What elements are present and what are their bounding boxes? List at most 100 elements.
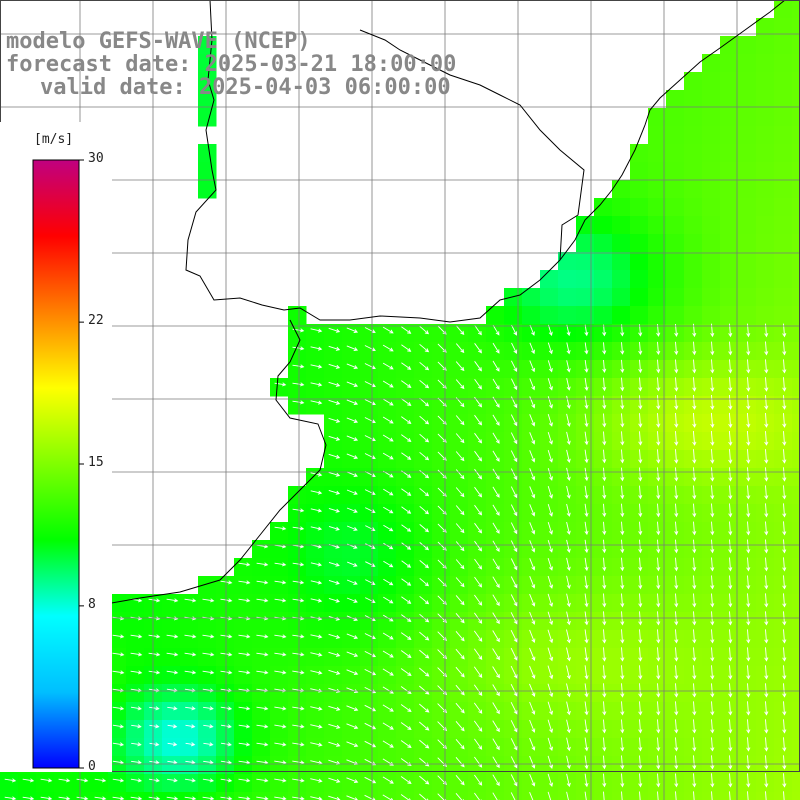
field-cell: [522, 630, 541, 649]
field-cell: [378, 504, 397, 523]
wind-arrow: [620, 629, 625, 644]
wind-arrow: [620, 575, 625, 590]
field-cell: [720, 792, 739, 800]
field-cell: [360, 666, 379, 685]
field-cell: [702, 612, 721, 631]
wind-arrow: [203, 760, 214, 765]
field-cell: [720, 540, 739, 559]
field-cell: [522, 468, 541, 487]
field-cell: [324, 684, 343, 703]
field-cell: [774, 432, 793, 451]
field-cell: [288, 540, 307, 559]
wind-arrow: [382, 776, 394, 784]
field-cell: [774, 648, 793, 667]
wind-arrow: [401, 524, 412, 532]
field-cell: [540, 594, 559, 613]
field-cell: [504, 324, 523, 343]
field-cell: [612, 198, 631, 217]
field-cell: [702, 648, 721, 667]
field-cell: [648, 648, 667, 667]
wind-arrow: [346, 525, 358, 531]
field-cell: [540, 630, 559, 649]
wind-arrow: [401, 326, 412, 334]
field-cell: [666, 162, 685, 181]
field-cell: [576, 720, 595, 739]
field-cell: [18, 792, 37, 800]
title-model: modelo GEFS-WAVE (NCEP): [6, 29, 311, 54]
field-cell: [522, 414, 541, 433]
field-cell: [720, 126, 739, 145]
wind-arrow: [710, 557, 715, 572]
field-cell: [288, 594, 307, 613]
field-cell: [450, 666, 469, 685]
field-cell: [486, 666, 505, 685]
wind-arrow: [492, 486, 500, 498]
wind-arrow: [566, 701, 571, 716]
field-cell: [720, 378, 739, 397]
field-cell: [666, 180, 685, 199]
wind-arrow: [746, 773, 751, 788]
wind-arrow: [710, 647, 715, 662]
wind-arrow: [547, 342, 553, 355]
wind-arrow: [746, 503, 751, 518]
field-cell: [414, 774, 433, 793]
field-cell: [792, 720, 800, 739]
wind-arrow: [510, 647, 518, 661]
field-cell: [486, 540, 505, 559]
field-cell: [180, 648, 199, 667]
wind-arrow: [473, 684, 483, 696]
field-cell: [702, 774, 721, 793]
field-cell: [756, 414, 775, 433]
field-cell: [360, 504, 379, 523]
field-cell: [612, 774, 631, 793]
field-cell: [468, 792, 487, 800]
wind-arrow: [238, 724, 251, 729]
field-cell: [162, 684, 181, 703]
wind-arrow: [674, 737, 679, 752]
field-cell: [774, 342, 793, 361]
field-cell: [684, 108, 703, 127]
wind-arrow: [474, 486, 483, 498]
field-cell: [342, 774, 361, 793]
field-cell: [594, 522, 613, 541]
field-cell: [558, 396, 577, 415]
field-cell: [414, 396, 433, 415]
field-cell: [180, 720, 199, 739]
field-cell: [630, 252, 649, 271]
field-cell: [684, 234, 703, 253]
wind-arrow: [782, 431, 787, 446]
wind-arrow: [656, 737, 661, 752]
field-cell: [738, 324, 757, 343]
field-cell: [720, 162, 739, 181]
field-cell: [720, 216, 739, 235]
field-cell: [720, 324, 739, 343]
wind-arrow: [346, 435, 359, 441]
wind-arrow: [274, 580, 287, 585]
field-cell: [612, 792, 631, 800]
field-cell: [432, 594, 451, 613]
wind-arrow: [692, 647, 697, 662]
wind-arrow: [692, 449, 697, 464]
wind-arrow: [346, 633, 359, 639]
field-cell: [630, 432, 649, 451]
field-cell: [630, 306, 649, 325]
wind-arrow: [710, 755, 715, 770]
wind-arrow: [474, 378, 482, 390]
field-cell: [324, 522, 343, 541]
wind-arrow: [674, 521, 679, 536]
field-cell: [306, 342, 325, 361]
field-cell: [594, 432, 613, 451]
field-cell: [648, 360, 667, 379]
wind-arrow: [728, 773, 733, 788]
field-cell: [648, 594, 667, 613]
wind-arrow: [328, 435, 341, 441]
field-cell: [324, 666, 343, 685]
field-cell: [504, 666, 523, 685]
field-cell: [306, 702, 325, 721]
colorbar-tick-label: 30: [88, 151, 104, 166]
field-cell: [306, 324, 325, 343]
field-cell: [432, 738, 451, 757]
field-cell: [342, 684, 361, 703]
wind-arrow: [602, 557, 607, 572]
